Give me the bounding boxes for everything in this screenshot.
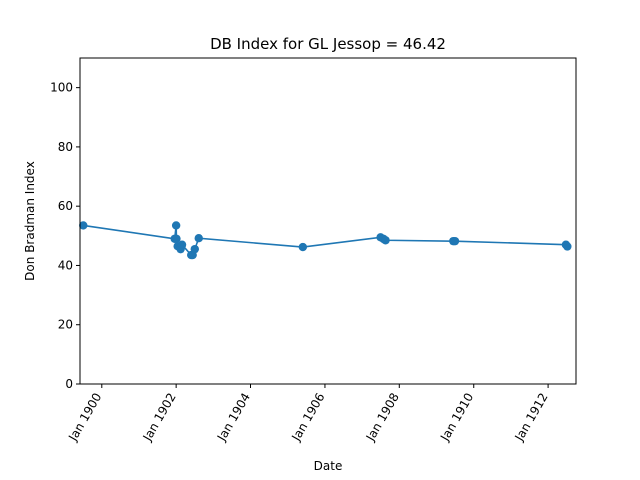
- plot-area: [79, 57, 577, 385]
- plot-frame: [79, 57, 577, 385]
- series-line: [83, 224, 568, 256]
- y-axis-label: Don Bradman Index: [23, 161, 37, 281]
- x-axis: Jan 1900 Jan 1902 Jan 1904 Jan 1906 Jan 1908…: [65, 384, 551, 445]
- data-point: [190, 244, 199, 254]
- x-tick-label: Jan 1912: [512, 391, 551, 445]
- y-tick-label: 100: [50, 81, 73, 95]
- x-tick-label: Jan 1904: [214, 391, 253, 445]
- data-point: [381, 236, 390, 245]
- data-point: [172, 234, 181, 243]
- data-point: [194, 233, 203, 243]
- data-point: [177, 240, 187, 249]
- y-tick-label: 0: [65, 377, 73, 391]
- x-tick-label: Jan 1906: [288, 391, 327, 445]
- data-point: [171, 221, 181, 230]
- data-point: [298, 242, 308, 252]
- x-tick-label: Jan 1902: [140, 391, 179, 445]
- y-tick-label: 40: [58, 258, 73, 272]
- x-tick-label: Jan 1908: [363, 391, 402, 445]
- x-tick-label: Jan 1910: [437, 391, 476, 445]
- y-tick-label: 80: [58, 140, 73, 154]
- y-tick-label: 20: [58, 318, 73, 332]
- x-axis-label: Date: [314, 459, 343, 473]
- data-point: [450, 236, 460, 246]
- y-tick-label: 60: [58, 199, 73, 213]
- chart-title: DB Index for GL Jessop = 46.42: [210, 35, 446, 53]
- y-axis: 0 20 40 60 80 100: [50, 81, 80, 391]
- x-tick-label: Jan 1900: [65, 391, 104, 445]
- data-point: [79, 221, 88, 230]
- data-point: [563, 242, 572, 251]
